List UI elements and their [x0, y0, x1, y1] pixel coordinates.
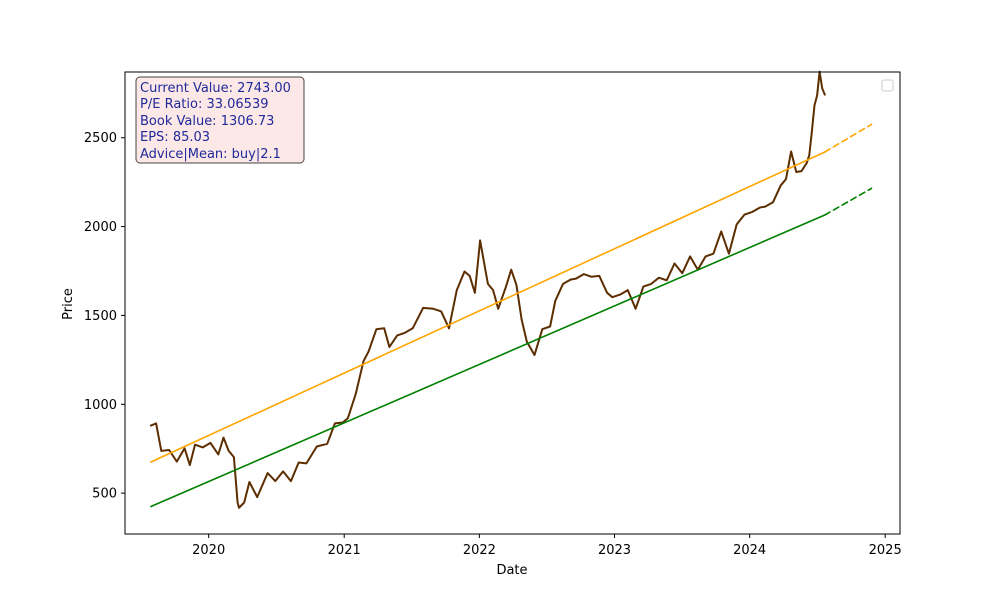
series-price-line: [149, 70, 826, 509]
y-tick-label: 1500: [84, 309, 117, 324]
info-current-value: Current Value: 2743.00: [140, 81, 291, 96]
x-tick-label: 2025: [869, 543, 902, 558]
info-book-value: Book Value: 1306.73: [140, 114, 274, 129]
series-layer: [149, 70, 873, 509]
legend-box: [881, 79, 894, 92]
info-advice-mean: Advice|Mean: buy|2.1: [140, 147, 281, 162]
y-axis-title: Price: [61, 288, 76, 320]
x-axis-ticks: 2020 2021 2022 2023 2024 2025: [192, 534, 902, 558]
x-tick-label: 2024: [733, 543, 766, 558]
y-tick-label: 500: [92, 487, 117, 502]
y-axis-ticks: 500 1000 1500 2000 2500: [84, 131, 125, 502]
x-tick-label: 2021: [328, 543, 361, 558]
info-eps: EPS: 85.03: [140, 130, 210, 145]
series-lower-trend-projection-line: [824, 187, 873, 216]
info-box-background: [135, 76, 305, 164]
stock-info-box: Current Value: 2743.00 P/E Ratio: 33.065…: [135, 76, 305, 164]
plot-area-frame: [124, 71, 901, 535]
y-tick-label: 2500: [84, 131, 117, 146]
series-upper-trend-projection-line: [824, 123, 873, 153]
series-upper-trend-line: [150, 151, 826, 463]
series-lower-trend-line: [150, 214, 826, 508]
x-tick-label: 2022: [463, 543, 496, 558]
x-tick-label: 2023: [598, 543, 631, 558]
x-axis-title: Date: [496, 563, 527, 578]
y-tick-label: 1000: [84, 398, 117, 413]
y-tick-label: 2000: [84, 220, 117, 235]
info-pe-ratio: P/E Ratio: 33.06539: [140, 97, 268, 112]
x-tick-label: 2020: [192, 543, 225, 558]
